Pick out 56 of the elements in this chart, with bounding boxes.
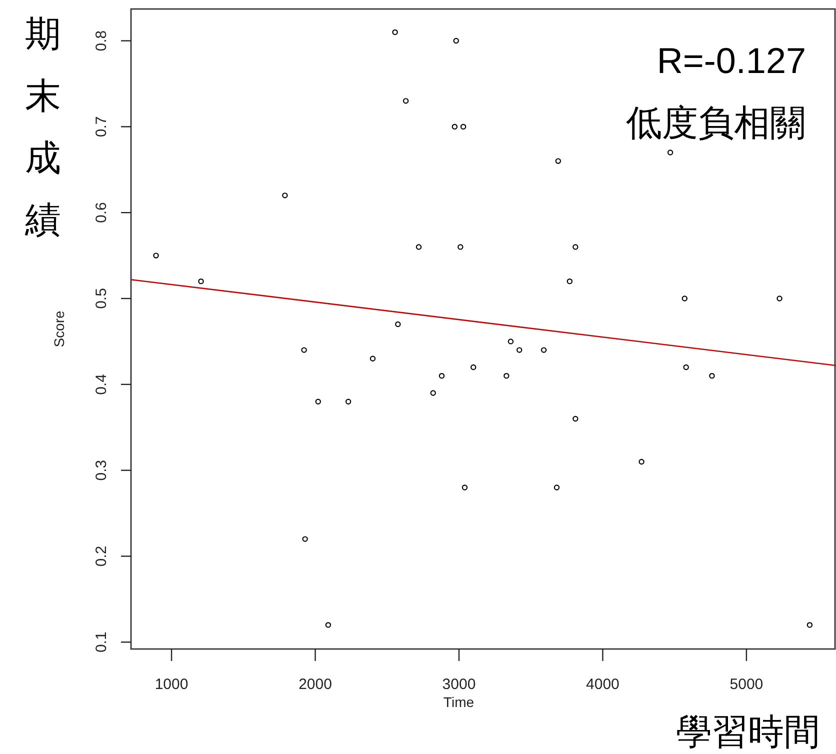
annotation: 低度負相關 [626, 102, 806, 143]
point [540, 347, 547, 353]
x-tick-label: 2000 [298, 676, 332, 693]
point [198, 278, 204, 284]
point [555, 158, 562, 164]
text: 期末成績 [24, 13, 61, 240]
point [462, 484, 468, 490]
point [315, 398, 321, 404]
y-tick-label: 0.5 [93, 288, 110, 309]
y-axis-title: Score [51, 310, 67, 348]
point [153, 252, 159, 258]
point [282, 192, 288, 198]
point [392, 29, 398, 36]
y-tick-label: 0.7 [93, 116, 110, 138]
y-tick-label: 0.6 [93, 202, 110, 224]
point [325, 622, 332, 628]
x-axis-title: Time [443, 694, 474, 710]
point [508, 338, 514, 344]
point [566, 278, 573, 284]
point [504, 372, 510, 379]
point [806, 622, 813, 628]
point [402, 98, 409, 104]
point [370, 356, 376, 362]
point [302, 536, 308, 542]
x-tick-label: 4000 [586, 676, 620, 693]
point [683, 364, 689, 370]
point [345, 398, 352, 404]
text: 學習時間 [676, 711, 820, 752]
point [430, 390, 436, 396]
point [460, 124, 466, 130]
point [453, 38, 459, 44]
y-tick-label: 0.8 [93, 30, 110, 52]
point [470, 364, 476, 370]
y-tick-label: 0.1 [93, 632, 110, 653]
x-tick-label: 3000 [442, 676, 476, 693]
point [458, 244, 464, 250]
point [682, 296, 688, 302]
point [516, 347, 522, 353]
y-tick-label: 0.4 [93, 374, 110, 395]
annotation: R=-0.127 [656, 40, 806, 81]
point [554, 484, 560, 490]
point [395, 321, 401, 328]
point [638, 458, 644, 465]
point [667, 150, 674, 156]
point [438, 372, 445, 379]
x-tick-label: 5000 [730, 676, 764, 693]
point [709, 372, 715, 379]
point [572, 416, 578, 422]
point [416, 244, 422, 250]
point [776, 296, 782, 302]
x-tick-label: 1000 [154, 676, 188, 693]
point [452, 124, 458, 130]
y-tick-label: 0.3 [93, 460, 110, 481]
point [301, 347, 307, 353]
point [572, 244, 578, 250]
y-tick-label: 0.2 [93, 546, 110, 567]
